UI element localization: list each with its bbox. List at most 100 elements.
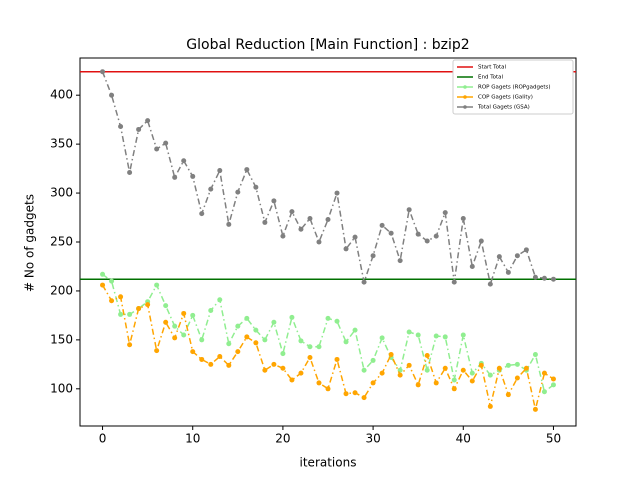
y-tick-label: 350 <box>50 137 73 151</box>
data-point <box>514 253 520 259</box>
data-point <box>127 311 133 317</box>
data-point <box>280 351 286 357</box>
data-point <box>406 329 412 335</box>
legend-label: End Total <box>478 75 504 81</box>
data-point <box>100 271 106 277</box>
data-point <box>496 254 502 260</box>
data-point <box>361 279 367 285</box>
data-point <box>478 238 484 244</box>
data-point <box>505 362 511 368</box>
data-point <box>541 389 547 395</box>
data-point <box>181 332 187 338</box>
x-axis-label: iterations <box>300 456 357 470</box>
data-point <box>199 211 205 217</box>
data-point <box>442 210 448 216</box>
data-point <box>532 406 538 412</box>
data-point <box>217 354 223 360</box>
data-point <box>307 216 313 222</box>
y-tick-label: 100 <box>50 381 73 395</box>
data-point <box>379 370 385 376</box>
data-point <box>163 319 169 325</box>
data-point <box>316 239 322 245</box>
data-point <box>235 349 241 355</box>
data-point <box>172 335 178 341</box>
data-point <box>541 370 547 376</box>
data-point <box>379 335 385 341</box>
data-point <box>388 352 394 358</box>
data-point <box>217 168 223 174</box>
data-point <box>514 361 520 367</box>
data-point <box>199 337 205 343</box>
data-point <box>226 341 232 347</box>
data-point <box>379 222 385 228</box>
data-point <box>298 338 304 344</box>
data-point <box>451 279 457 285</box>
x-tick-label: 20 <box>275 432 290 446</box>
data-point <box>523 365 529 371</box>
data-point <box>424 353 430 359</box>
data-point <box>154 348 160 354</box>
data-point <box>307 354 313 360</box>
data-point <box>226 362 232 368</box>
data-point <box>262 337 268 343</box>
data-point <box>406 362 412 368</box>
legend-marker <box>463 95 467 99</box>
data-point <box>352 390 358 396</box>
data-point <box>469 370 475 376</box>
data-point <box>424 367 430 373</box>
y-tick-label: 250 <box>50 235 73 249</box>
data-point <box>280 233 286 239</box>
data-point <box>334 318 340 324</box>
x-tick-label: 40 <box>456 432 471 446</box>
data-point <box>469 263 475 269</box>
series-line <box>101 284 554 410</box>
data-point <box>316 380 322 386</box>
data-point <box>334 356 340 362</box>
data-point <box>199 356 205 362</box>
data-point <box>118 294 124 300</box>
data-point <box>271 319 277 325</box>
data-point <box>271 361 277 367</box>
data-point <box>487 281 493 287</box>
legend-label: Total Gagets (GSA) <box>477 105 530 111</box>
data-point <box>253 184 259 190</box>
data-point <box>316 344 322 350</box>
data-point <box>433 380 439 386</box>
data-point <box>415 382 421 388</box>
data-point <box>541 275 547 281</box>
data-point <box>253 340 259 346</box>
data-point <box>154 282 160 288</box>
data-point <box>505 392 511 398</box>
data-point <box>325 216 331 222</box>
data-point <box>208 308 214 314</box>
data-point <box>460 216 466 222</box>
data-point <box>388 230 394 236</box>
data-point <box>406 207 412 213</box>
data-point <box>415 332 421 338</box>
legend-box <box>452 59 574 115</box>
data-point <box>100 69 106 75</box>
y-tick-label: 150 <box>50 332 73 346</box>
data-point <box>127 342 133 348</box>
data-point <box>109 92 115 98</box>
data-point <box>163 303 169 309</box>
data-point <box>181 158 187 164</box>
data-point <box>433 233 439 239</box>
data-point <box>145 302 151 308</box>
data-point <box>100 282 106 288</box>
data-point <box>172 323 178 329</box>
data-point <box>442 365 448 371</box>
data-point <box>280 365 286 371</box>
data-point <box>118 124 124 130</box>
data-point <box>370 357 376 363</box>
data-point <box>532 274 538 280</box>
data-point <box>262 219 268 225</box>
data-point <box>460 367 466 373</box>
data-point <box>370 253 376 259</box>
data-point <box>163 140 169 146</box>
data-point <box>253 327 259 333</box>
y-tick-label: 400 <box>50 88 73 102</box>
data-point <box>352 327 358 333</box>
data-point <box>505 269 511 275</box>
